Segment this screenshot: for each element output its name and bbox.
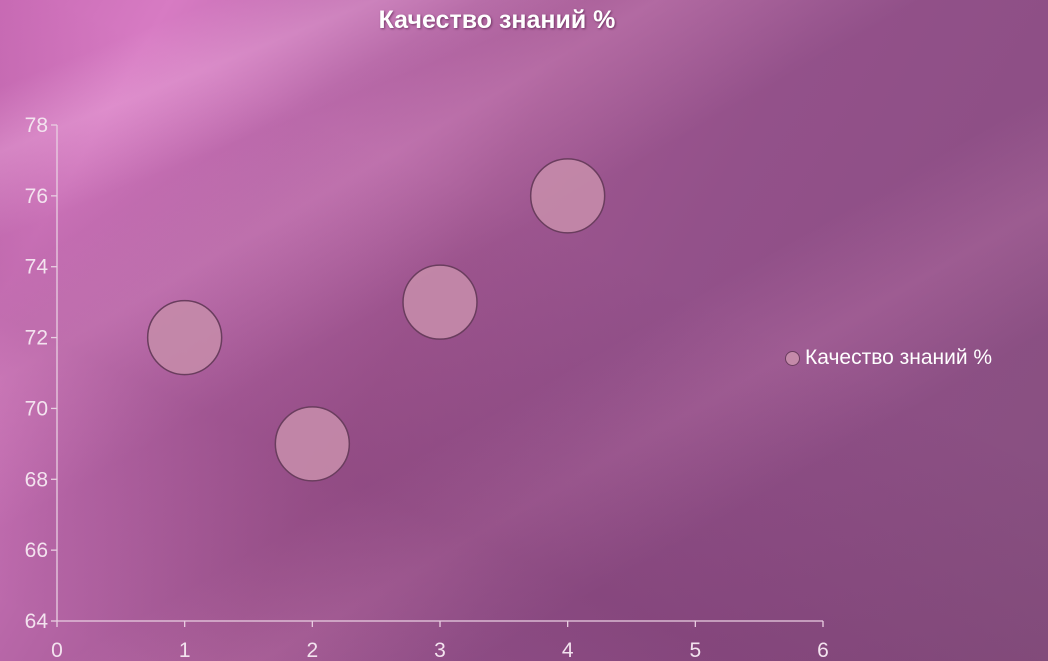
y-tick-label-64: 64 bbox=[25, 610, 49, 633]
x-tick-label-5: 5 bbox=[689, 639, 701, 661]
x-tick-label-2: 2 bbox=[306, 639, 318, 661]
y-tick-label-76: 76 bbox=[25, 185, 48, 208]
x-tick-label-6: 6 bbox=[817, 639, 829, 661]
x-tick-label-4: 4 bbox=[562, 639, 574, 661]
x-tick-label-3: 3 bbox=[434, 639, 446, 661]
x-tick-label-1: 1 bbox=[179, 639, 191, 661]
y-tick-label-72: 72 bbox=[25, 327, 48, 350]
y-tick-label-68: 68 bbox=[25, 468, 48, 491]
chart-title: Качество знаний % bbox=[378, 6, 616, 34]
y-tick-label-74: 74 bbox=[25, 256, 49, 279]
data-point-0-1 bbox=[274, 406, 351, 482]
legend-marker bbox=[785, 350, 800, 366]
x-tick-label-0: 0 bbox=[51, 639, 63, 661]
data-point-0-2 bbox=[402, 264, 478, 340]
legend-label: Качество знаний % bbox=[805, 346, 993, 369]
data-point-0-3 bbox=[529, 158, 606, 234]
data-point-0-0 bbox=[146, 299, 223, 376]
y-tick-label-78: 78 bbox=[25, 114, 48, 137]
legend: Качество знаний % bbox=[785, 346, 992, 370]
y-tick-label-70: 70 bbox=[25, 397, 48, 420]
y-tick-label-66: 66 bbox=[25, 539, 48, 562]
